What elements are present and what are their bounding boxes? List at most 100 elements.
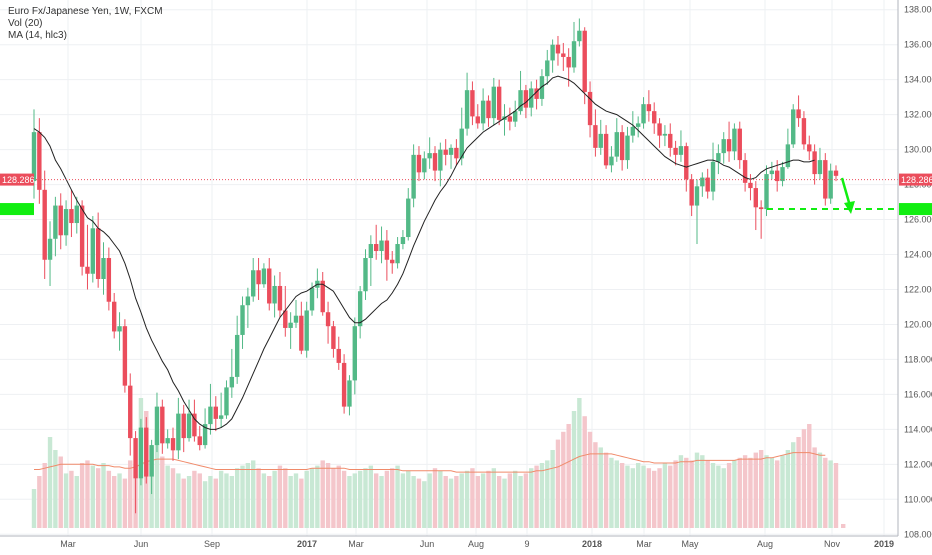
volume-bar: [197, 473, 202, 528]
candle-body: [716, 153, 721, 162]
volume-bar: [774, 460, 780, 528]
volume-bar: [641, 465, 646, 528]
candle-body: [186, 413, 192, 439]
candle-body: [742, 160, 748, 183]
candle-body: [571, 41, 577, 68]
candle-body: [539, 76, 545, 99]
candle-body: [454, 147, 459, 159]
volume-bar: [582, 416, 587, 528]
volume-bar: [841, 524, 846, 528]
volume-bar: [513, 470, 518, 528]
volume-bar: [603, 452, 609, 528]
projection-arrow-shaft: [840, 177, 852, 207]
volume-bar: [828, 460, 833, 528]
volume-bar: [684, 457, 689, 528]
candle-body: [491, 86, 497, 119]
volume-bar: [229, 476, 235, 528]
candle-body: [550, 44, 555, 61]
volume-bar: [352, 473, 357, 528]
candle-body: [737, 128, 742, 161]
candle-body: [133, 438, 138, 479]
candle-body: [480, 100, 486, 124]
volume-bar: [742, 455, 748, 528]
candle-body: [438, 149, 443, 171]
volume-bar: [251, 460, 256, 528]
left-price-marker: [0, 173, 34, 186]
volume-bar: [464, 470, 470, 528]
volume-bar: [42, 463, 47, 528]
price-axis-tick-label: 138.000: [904, 5, 932, 15]
volume-bar: [764, 455, 769, 528]
volume-bar: [598, 447, 603, 528]
volume-bar: [192, 470, 197, 528]
candle-body: [630, 126, 636, 136]
volume-bar: [823, 457, 828, 528]
volume-bar: [801, 429, 807, 528]
candle-body: [732, 128, 737, 152]
volume-bar: [368, 465, 374, 528]
volume-bar: [90, 465, 96, 528]
volume-bar: [176, 473, 181, 528]
candle-body: [304, 310, 309, 351]
volume-ma-line: [34, 452, 826, 473]
candle-body: [646, 104, 652, 112]
volume-bar: [160, 456, 165, 528]
volume-bar: [694, 452, 700, 528]
candle-body: [251, 270, 256, 297]
volume-bar: [732, 460, 737, 528]
candle-body: [63, 209, 69, 236]
candle-body: [202, 424, 208, 446]
candle-body: [705, 177, 710, 192]
volume-bar: [710, 463, 716, 528]
volume-bar: [438, 470, 443, 528]
candle-body: [673, 147, 678, 155]
candle-body: [529, 88, 534, 108]
candle-body: [609, 156, 614, 166]
price-axis-tick-label: 130.000: [904, 145, 932, 155]
volume-bar: [74, 476, 79, 528]
volume-bar: [454, 476, 459, 528]
volume-bar: [502, 478, 507, 528]
volume-bar: [336, 465, 341, 528]
candle-body: [288, 322, 293, 328]
volume-bar: [58, 456, 63, 528]
candle-body: [331, 326, 336, 349]
candle-body: [31, 132, 37, 182]
candle-body: [170, 438, 176, 451]
candle-body: [785, 144, 791, 168]
price-axis-tick-label: 112.000: [904, 459, 932, 469]
candle-body: [160, 406, 165, 444]
candle-body: [614, 132, 619, 157]
volume-bar: [566, 424, 571, 528]
volume-bar: [395, 465, 400, 528]
volume-bar: [79, 463, 85, 528]
candle-body: [619, 132, 625, 161]
volume-bar: [256, 468, 261, 528]
volume-bar: [85, 460, 90, 528]
volume-bar: [267, 476, 272, 528]
price-axis: 108.000 110.000 112.000 114.000 116.000 118.0…: [904, 5, 932, 540]
volume-bar: [470, 468, 475, 528]
candle-body: [817, 160, 823, 175]
candle-body: [400, 237, 406, 245]
volume-bar: [422, 481, 427, 528]
candle-body: [694, 186, 700, 206]
candle-body: [769, 170, 775, 175]
volume-bar: [112, 476, 117, 528]
volume-bar: [320, 460, 325, 528]
volume-bar: [545, 460, 550, 528]
candle-body: [245, 296, 251, 306]
candle-body: [652, 111, 657, 124]
time-axis-tick-label: Mar: [60, 539, 76, 549]
volume-bar: [165, 465, 170, 528]
volume-bar: [261, 473, 267, 528]
time-axis-tick-label: 2018: [582, 539, 602, 549]
candle-body: [218, 415, 224, 419]
volume-bar: [432, 468, 438, 528]
candle-body: [112, 301, 117, 332]
time-axis-tick-label: Mar: [348, 539, 364, 549]
volume-bar: [411, 476, 416, 528]
candle-body: [368, 244, 374, 259]
